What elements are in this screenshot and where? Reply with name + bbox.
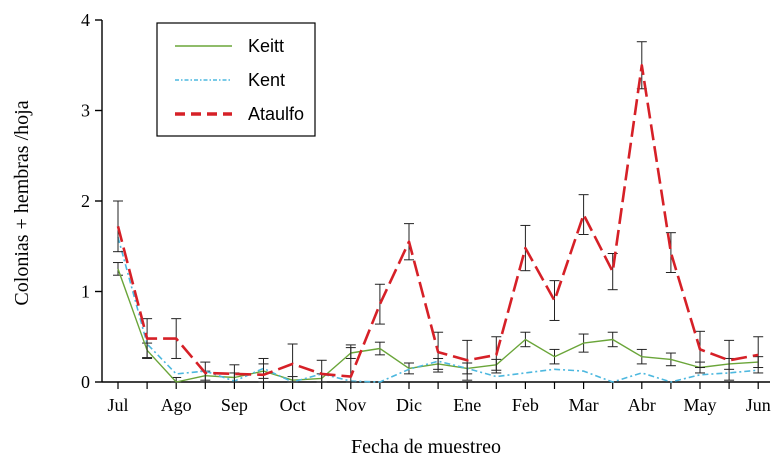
legend-label-ataulfo: Ataulfo	[248, 104, 304, 124]
x-tick-label: Ene	[453, 395, 481, 415]
x-tick-label: Nov	[335, 395, 366, 415]
x-tick-label: Feb	[512, 395, 539, 415]
x-tick-label: Jul	[107, 395, 128, 415]
x-tick-label: Ago	[161, 395, 192, 415]
y-tick-label: 4	[81, 10, 90, 30]
y-tick-label: 1	[81, 282, 90, 302]
y-tick-label: 0	[81, 372, 90, 392]
x-tick-label: Oct	[280, 395, 306, 415]
legend-label-kent: Kent	[248, 70, 285, 90]
series-ataulfo	[113, 41, 764, 383]
series-kent	[117, 236, 759, 383]
series-line-ataulfo	[116, 64, 759, 378]
chart-axes: 0 1 2 3 4 Jul Ago Sep Oct Nov Dic Ene Feb Mar Abr May Ju…	[81, 10, 771, 415]
x-tick-label: Abr	[628, 395, 656, 415]
chart-series	[113, 41, 764, 383]
x-tick-label: Jun	[746, 395, 771, 415]
x-tick-label: Dic	[396, 395, 422, 415]
x-axis-label: Fecha de muestreo	[351, 436, 501, 458]
legend-label-keitt: Keitt	[248, 36, 284, 56]
y-axis-label: Colonias + hembras /hoja	[11, 100, 33, 305]
x-tick-label: Mar	[569, 395, 599, 415]
legend-box	[156, 22, 316, 137]
series-line-kent	[117, 236, 759, 383]
x-tick-label: May	[684, 395, 717, 415]
y-tick-label: 2	[81, 191, 90, 211]
x-tick-label: Sep	[221, 395, 248, 415]
y-tick-label: 3	[81, 101, 90, 121]
chart-legend: Keitt Kent Ataulfo	[156, 22, 316, 137]
